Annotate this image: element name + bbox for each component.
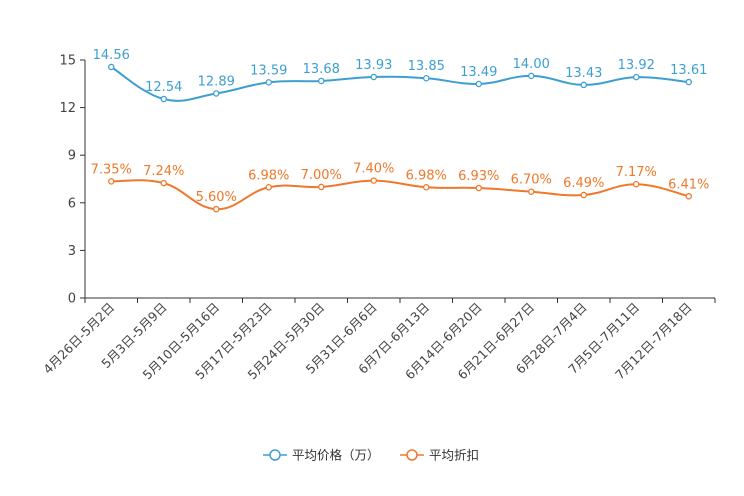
data-point xyxy=(317,77,325,85)
data-label: 7.17% xyxy=(616,165,657,180)
data-label: 6.98% xyxy=(248,168,289,183)
data-label: 13.49 xyxy=(460,65,497,80)
data-label: 12.54 xyxy=(145,80,182,95)
data-label: 13.92 xyxy=(618,58,655,73)
data-label: 6.93% xyxy=(458,169,499,184)
data-label: 13.68 xyxy=(303,62,340,77)
data-label: 13.59 xyxy=(250,63,287,78)
data-point xyxy=(108,63,115,71)
legend-marker-2 xyxy=(406,449,418,461)
data-label: 6.49% xyxy=(563,176,604,191)
data-point xyxy=(160,179,167,187)
data-point xyxy=(685,193,693,200)
chart-series xyxy=(108,63,693,213)
data-point xyxy=(685,78,693,86)
data-label: 7.40% xyxy=(353,162,394,177)
data-label: 7.00% xyxy=(301,168,342,183)
data-point xyxy=(422,184,430,191)
data-label: 7.35% xyxy=(91,162,132,177)
legend-label-2: 平均折扣 xyxy=(429,448,479,463)
data-point xyxy=(528,72,535,80)
data-label: 13.85 xyxy=(408,59,445,74)
data-label: 12.89 xyxy=(198,74,235,89)
data-label: 14.56 xyxy=(93,48,130,63)
data-label: 5.60% xyxy=(196,190,237,205)
data-point xyxy=(212,90,220,97)
data-label: 7.24% xyxy=(143,164,184,179)
data-point xyxy=(580,191,588,199)
chart-axes: 036912154月26日-5月2日5月3日-5月9日5月10日-5月16日5月… xyxy=(40,54,716,382)
y-tick-label: 0 xyxy=(68,292,76,307)
data-point xyxy=(370,177,377,184)
chart-legend[interactable]: 平均价格（万） 平均折扣 xyxy=(263,448,479,463)
data-point xyxy=(108,178,115,185)
data-point xyxy=(212,205,220,213)
y-tick-label: 6 xyxy=(68,196,76,211)
data-point xyxy=(160,95,167,103)
data-label: 14.00 xyxy=(513,57,550,72)
data-point xyxy=(475,184,482,192)
data-label: 6.70% xyxy=(511,173,552,188)
y-tick-label: 3 xyxy=(68,244,76,259)
data-point xyxy=(265,79,272,86)
y-tick-label: 9 xyxy=(68,149,76,164)
series-line-1 xyxy=(110,66,689,102)
data-point xyxy=(633,73,640,81)
chart-data-labels: 14.56 12.54 12.89 13.59 13.68 13.93 13.85 13.49… xyxy=(91,48,710,205)
data-point xyxy=(317,183,325,191)
y-tick-label: 12 xyxy=(59,101,76,116)
legend-marker-1 xyxy=(269,449,281,461)
data-label: 6.41% xyxy=(668,177,709,192)
data-point xyxy=(580,81,588,89)
data-point xyxy=(528,188,535,195)
series-line-2 xyxy=(111,179,689,211)
data-point xyxy=(633,180,640,188)
data-point xyxy=(265,184,272,191)
data-label: 13.43 xyxy=(565,66,602,81)
y-tick-label: 15 xyxy=(59,54,76,69)
legend-label-1: 平均价格（万） xyxy=(292,448,380,463)
data-label: 13.93 xyxy=(355,58,392,73)
data-point xyxy=(475,80,482,88)
data-point xyxy=(370,73,377,81)
data-point xyxy=(422,74,430,82)
data-label: 13.61 xyxy=(670,63,707,78)
data-label: 6.98% xyxy=(406,168,447,183)
